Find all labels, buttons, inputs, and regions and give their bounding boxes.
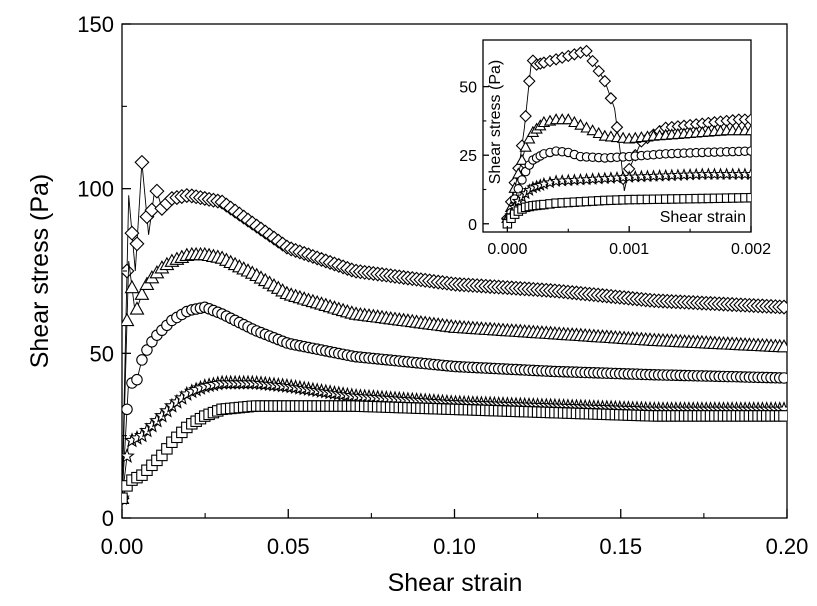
inset-point-square-44: [746, 192, 751, 203]
inset-point-circle-44: [746, 146, 751, 156]
main-series-diamond-markers: [122, 154, 787, 506]
inset-point-triangle-18: [586, 124, 599, 136]
inset-panel: 0.000 0.001 0.002 0 25 50 Shear strain Shear st…: [459, 39, 771, 258]
main-point-triangle-3: [129, 301, 145, 315]
main-point-circle-4: [136, 354, 148, 366]
inset-point-diamond-20: [598, 74, 612, 88]
main-point-triangle-5: [139, 276, 155, 290]
inset-point-diamond-21: [604, 92, 618, 105]
main-x-tick-label-1: 0.05: [267, 534, 310, 559]
main-point-diamond-4: [134, 154, 150, 170]
main-x-axis-title: Shear strain: [388, 569, 523, 597]
inset-point-triangle-44: [744, 124, 751, 136]
inset-point-triangle-16: [574, 118, 587, 130]
main-point-circle-5: [141, 344, 153, 356]
inset-point-diamond-17: [580, 44, 593, 58]
inset-point-diamond-19: [592, 64, 605, 78]
inset-point-diamond-18: [586, 54, 599, 68]
main-point-circle-1: [122, 403, 133, 416]
inset-point-triangle-19: [592, 126, 605, 139]
inset-x-tick-label-0: 0.000: [487, 241, 527, 258]
inset-y-axis-title: Shear stress (Pa): [487, 60, 504, 184]
inset-point-star-44: [744, 167, 751, 181]
inset-y-tick-label-0: 0: [468, 217, 477, 234]
main-point-square-0: [122, 492, 128, 504]
inset-point-triangle-17: [580, 121, 593, 133]
main-x-tick-label-3: 0.15: [599, 534, 642, 559]
inset-point-triangle-5: [519, 140, 532, 152]
main-y-tick-label-1: 50: [90, 341, 114, 366]
main-y-tick-label-0: 0: [102, 506, 114, 531]
inset-point-diamond-44: [744, 113, 751, 126]
inset-point-triangle-15: [568, 115, 581, 128]
main-point-star-1: [122, 447, 135, 463]
inset-series-triangle-markers: [501, 113, 751, 224]
inset-x-tick-label-1: 0.001: [609, 241, 649, 258]
inset-point-circle-4: [517, 175, 527, 185]
main-point-diamond-3: [129, 236, 145, 252]
main-series-circle-markers: [122, 301, 787, 504]
main-point-triangle-1: [122, 312, 135, 327]
main-point-diamond-1: [122, 263, 135, 279]
main-y-tick-label-3: 150: [77, 12, 114, 37]
inset-series-square-markers: [502, 192, 751, 229]
main-point-diamond-7: [149, 183, 165, 199]
inset-point-diamond-5: [519, 109, 532, 123]
main-point-triangle-151: [776, 338, 787, 353]
main-y-axis-title: Shear stress (Pa): [26, 174, 54, 369]
main-data-layer: [122, 154, 787, 506]
main-point-diamond-151: [776, 299, 787, 315]
main-x-tick-label-4: 0.20: [766, 534, 809, 559]
inset-x-axis-title: Shear strain: [660, 209, 746, 226]
inset-point-circle-3: [513, 184, 524, 194]
inset-point-diamond-6: [523, 74, 536, 88]
inset-point-triangle-4: [515, 153, 529, 165]
inset-x-tick-label-2: 0.002: [731, 241, 771, 258]
main-point-square-151: [778, 410, 787, 422]
inset-y-tick-label-1: 25: [459, 148, 477, 165]
inset-y-tick-label-2: 50: [459, 80, 477, 97]
main-point-triangle-4: [134, 286, 150, 300]
main-x-tick-label-0: 0.00: [101, 534, 144, 559]
inset-point-triangle-6: [523, 132, 536, 144]
main-point-circle-3: [131, 373, 143, 386]
main-point-circle-151: [778, 372, 787, 384]
inset-data-layer: [500, 44, 751, 229]
main-point-triangle-2: [124, 279, 140, 294]
inset-point-triangle-14: [562, 113, 575, 125]
main-series-triangle-markers: [122, 246, 787, 504]
main-point-diamond-2: [124, 225, 140, 241]
main-series-square-markers: [122, 400, 787, 504]
main-x-tick-label-2: 0.10: [433, 534, 476, 559]
main-y-tick-label-2: 100: [77, 177, 114, 202]
